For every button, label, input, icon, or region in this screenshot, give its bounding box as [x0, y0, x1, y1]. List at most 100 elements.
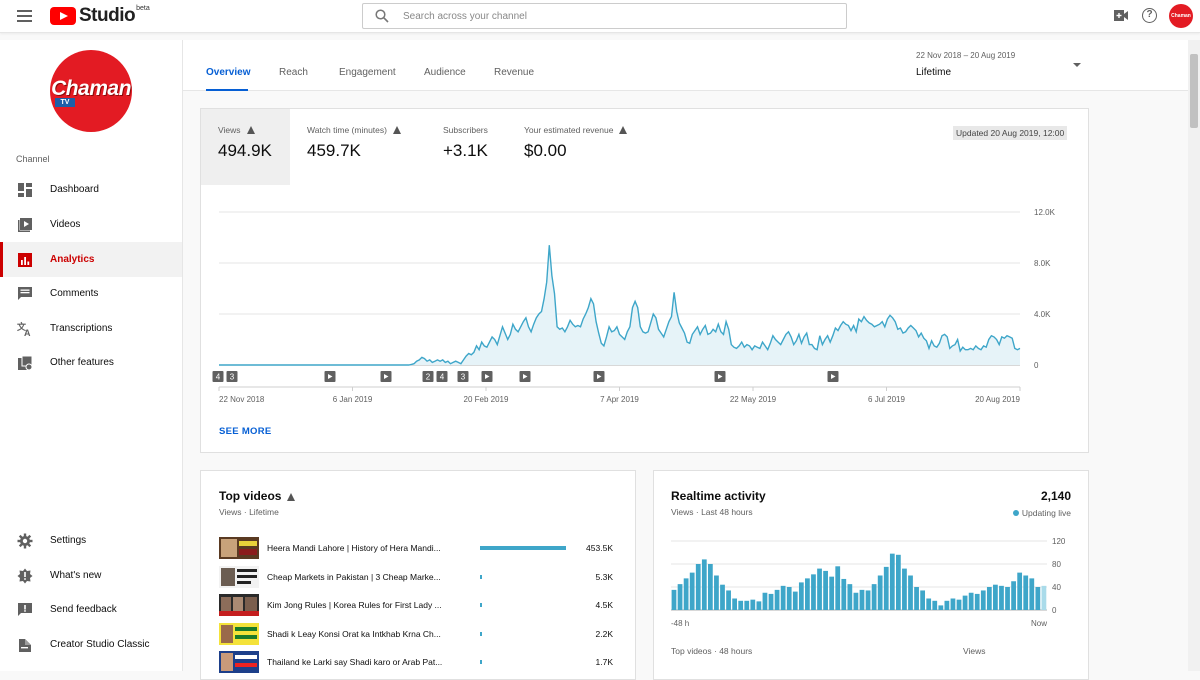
- realtime-bar: [999, 585, 1004, 610]
- top-video-row[interactable]: Kim Jong Rules | Korea Rules for First L…: [219, 594, 619, 616]
- svg-text:4: 4: [216, 373, 221, 382]
- views-chart: 0 4.0K 8.0K 12.0K 22 Nov 2018 6 Jan 2019 20 Fe…: [212, 208, 1056, 404]
- video-title: Shadi k Leay Konsi Orat ka Intkhab Krna …: [267, 629, 441, 639]
- sidebar-item-whats-new[interactable]: What's new: [0, 558, 182, 593]
- realtime-bar: [841, 578, 847, 610]
- sidebar-item-dashboard[interactable]: Dashboard: [0, 172, 182, 207]
- realtime-bar: [823, 570, 828, 610]
- x-tick-label: 6 Jan 2019: [333, 395, 373, 404]
- top-video-row[interactable]: Cheap Markets in Pakistan | 3 Cheap Mark…: [219, 566, 619, 588]
- sidebar-item-videos[interactable]: Videos: [0, 207, 182, 242]
- date-range-text[interactable]: 22 Nov 2018 – 20 Aug 2019: [916, 51, 1016, 60]
- realtime-bar: [932, 600, 938, 610]
- realtime-bar: [986, 587, 992, 610]
- realtime-bar: [768, 593, 774, 610]
- realtime-bar: [677, 584, 683, 610]
- tab-revenue[interactable]: Revenue: [494, 67, 535, 78]
- y-tick-label: 8.0K: [1034, 259, 1051, 268]
- x-tick-label: 20 Feb 2019: [464, 395, 509, 404]
- metric-value: $0.00: [524, 141, 567, 160]
- sidebar-item-label: Comments: [50, 288, 99, 299]
- views-share-bar: [480, 546, 566, 550]
- video-count-marker: 4: [212, 371, 224, 382]
- realtime-bar: [817, 568, 822, 610]
- channel-avatar[interactable]: Chaman TV: [50, 50, 132, 132]
- svg-text:4: 4: [440, 373, 445, 382]
- menu-icon[interactable]: [17, 10, 32, 22]
- realtime-bar: [962, 595, 968, 610]
- comments-icon: [18, 286, 32, 300]
- realtime-bar: [1041, 585, 1047, 610]
- realtime-title: Realtime activity: [671, 489, 766, 503]
- channel-logo-sub: TV: [55, 98, 75, 107]
- top-videos-title: Top videos: [219, 489, 282, 503]
- sidebar-item-settings[interactable]: Settings: [0, 523, 182, 558]
- y-tick-label: 120: [1052, 537, 1066, 546]
- create-video-icon[interactable]: [1114, 10, 1128, 21]
- metric-watch-time[interactable]: Watch time (minutes) 459.7K: [290, 109, 426, 185]
- y-tick-label: 0: [1034, 361, 1039, 370]
- video-thumbnail: [219, 566, 259, 588]
- video-count-marker: 3: [457, 371, 469, 382]
- realtime-bar: [829, 576, 835, 610]
- y-tick-label: 4.0K: [1034, 310, 1051, 319]
- metric-views[interactable]: Views 494.9K: [201, 109, 290, 185]
- video-published-marker: [481, 371, 493, 382]
- realtime-bar: [738, 600, 744, 610]
- realtime-bar: [750, 599, 756, 610]
- sidebar-item-analytics[interactable]: Analytics: [0, 242, 182, 277]
- realtime-footer-right: Views: [963, 646, 986, 656]
- tab-audience[interactable]: Audience: [424, 67, 466, 78]
- top-video-row[interactable]: Thailand ke Larki say Shadi karo or Arab…: [219, 651, 619, 673]
- video-published-marker: [714, 371, 726, 382]
- sidebar-item-label: Other features: [50, 357, 114, 368]
- tab-engagement[interactable]: Engagement: [339, 67, 396, 78]
- y-tick-label: 0: [1052, 606, 1057, 615]
- realtime-bar: [726, 590, 731, 610]
- realtime-card: [653, 470, 1089, 680]
- sidebar-item-comments[interactable]: Comments: [0, 276, 182, 311]
- tab-reach[interactable]: Reach: [279, 67, 308, 78]
- video-thumbnail: [219, 623, 259, 645]
- search-icon: [375, 9, 389, 23]
- tab-overview[interactable]: Overview: [206, 67, 251, 78]
- realtime-bar: [720, 584, 725, 610]
- top-video-row[interactable]: Heera Mandi Lahore | History of Hera Man…: [219, 537, 619, 559]
- views-share-bar: [480, 632, 482, 636]
- realtime-bar: [847, 584, 853, 610]
- realtime-bar: [993, 584, 998, 610]
- top-bar: Studio beta ? Chaman: [0, 0, 1200, 33]
- page-scrollbar[interactable]: [1188, 40, 1200, 671]
- help-icon[interactable]: ?: [1142, 8, 1157, 23]
- realtime-bar: [701, 559, 707, 610]
- realtime-bar: [1029, 578, 1035, 610]
- metric-revenue[interactable]: Your estimated revenue $0.00: [507, 109, 657, 185]
- search-input[interactable]: [403, 8, 833, 25]
- scrollbar-thumb[interactable]: [1190, 54, 1198, 128]
- x-tick-label: 7 Apr 2019: [600, 395, 639, 404]
- sidebar-item-send-feedback[interactable]: Send feedback: [0, 592, 182, 627]
- warning-icon: [619, 126, 628, 134]
- realtime-bar: [792, 591, 798, 610]
- realtime-bar: [756, 601, 762, 610]
- search-box[interactable]: [362, 3, 847, 29]
- sidebar-item-other-features[interactable]: Other features: [0, 345, 182, 380]
- sidebar-item-label: Transcriptions: [50, 323, 113, 334]
- video-published-marker: [593, 371, 605, 382]
- video-thumbnail: [219, 537, 259, 559]
- realtime-bar: [1011, 581, 1016, 610]
- video-title: Thailand ke Larki say Shadi karo or Arab…: [267, 657, 443, 667]
- account-avatar[interactable]: Chaman: [1169, 4, 1193, 28]
- top-video-row[interactable]: Shadi k Leay Konsi Orat ka Intkhab Krna …: [219, 623, 619, 645]
- x-tick-label: 20 Aug 2019: [975, 395, 1020, 404]
- see-more-link[interactable]: SEE MORE: [219, 426, 272, 437]
- youtube-studio-logo[interactable]: Studio beta: [50, 5, 150, 26]
- sidebar-item-creator-studio-classic[interactable]: Creator Studio Classic: [0, 627, 182, 662]
- svg-text:A: A: [24, 328, 31, 337]
- date-picker-value[interactable]: Lifetime: [916, 67, 952, 78]
- chevron-down-icon[interactable]: [1073, 63, 1081, 67]
- metric-subscribers[interactable]: Subscribers +3.1K: [426, 109, 508, 185]
- video-published-marker: [827, 371, 839, 382]
- metric-value: +3.1K: [443, 141, 488, 160]
